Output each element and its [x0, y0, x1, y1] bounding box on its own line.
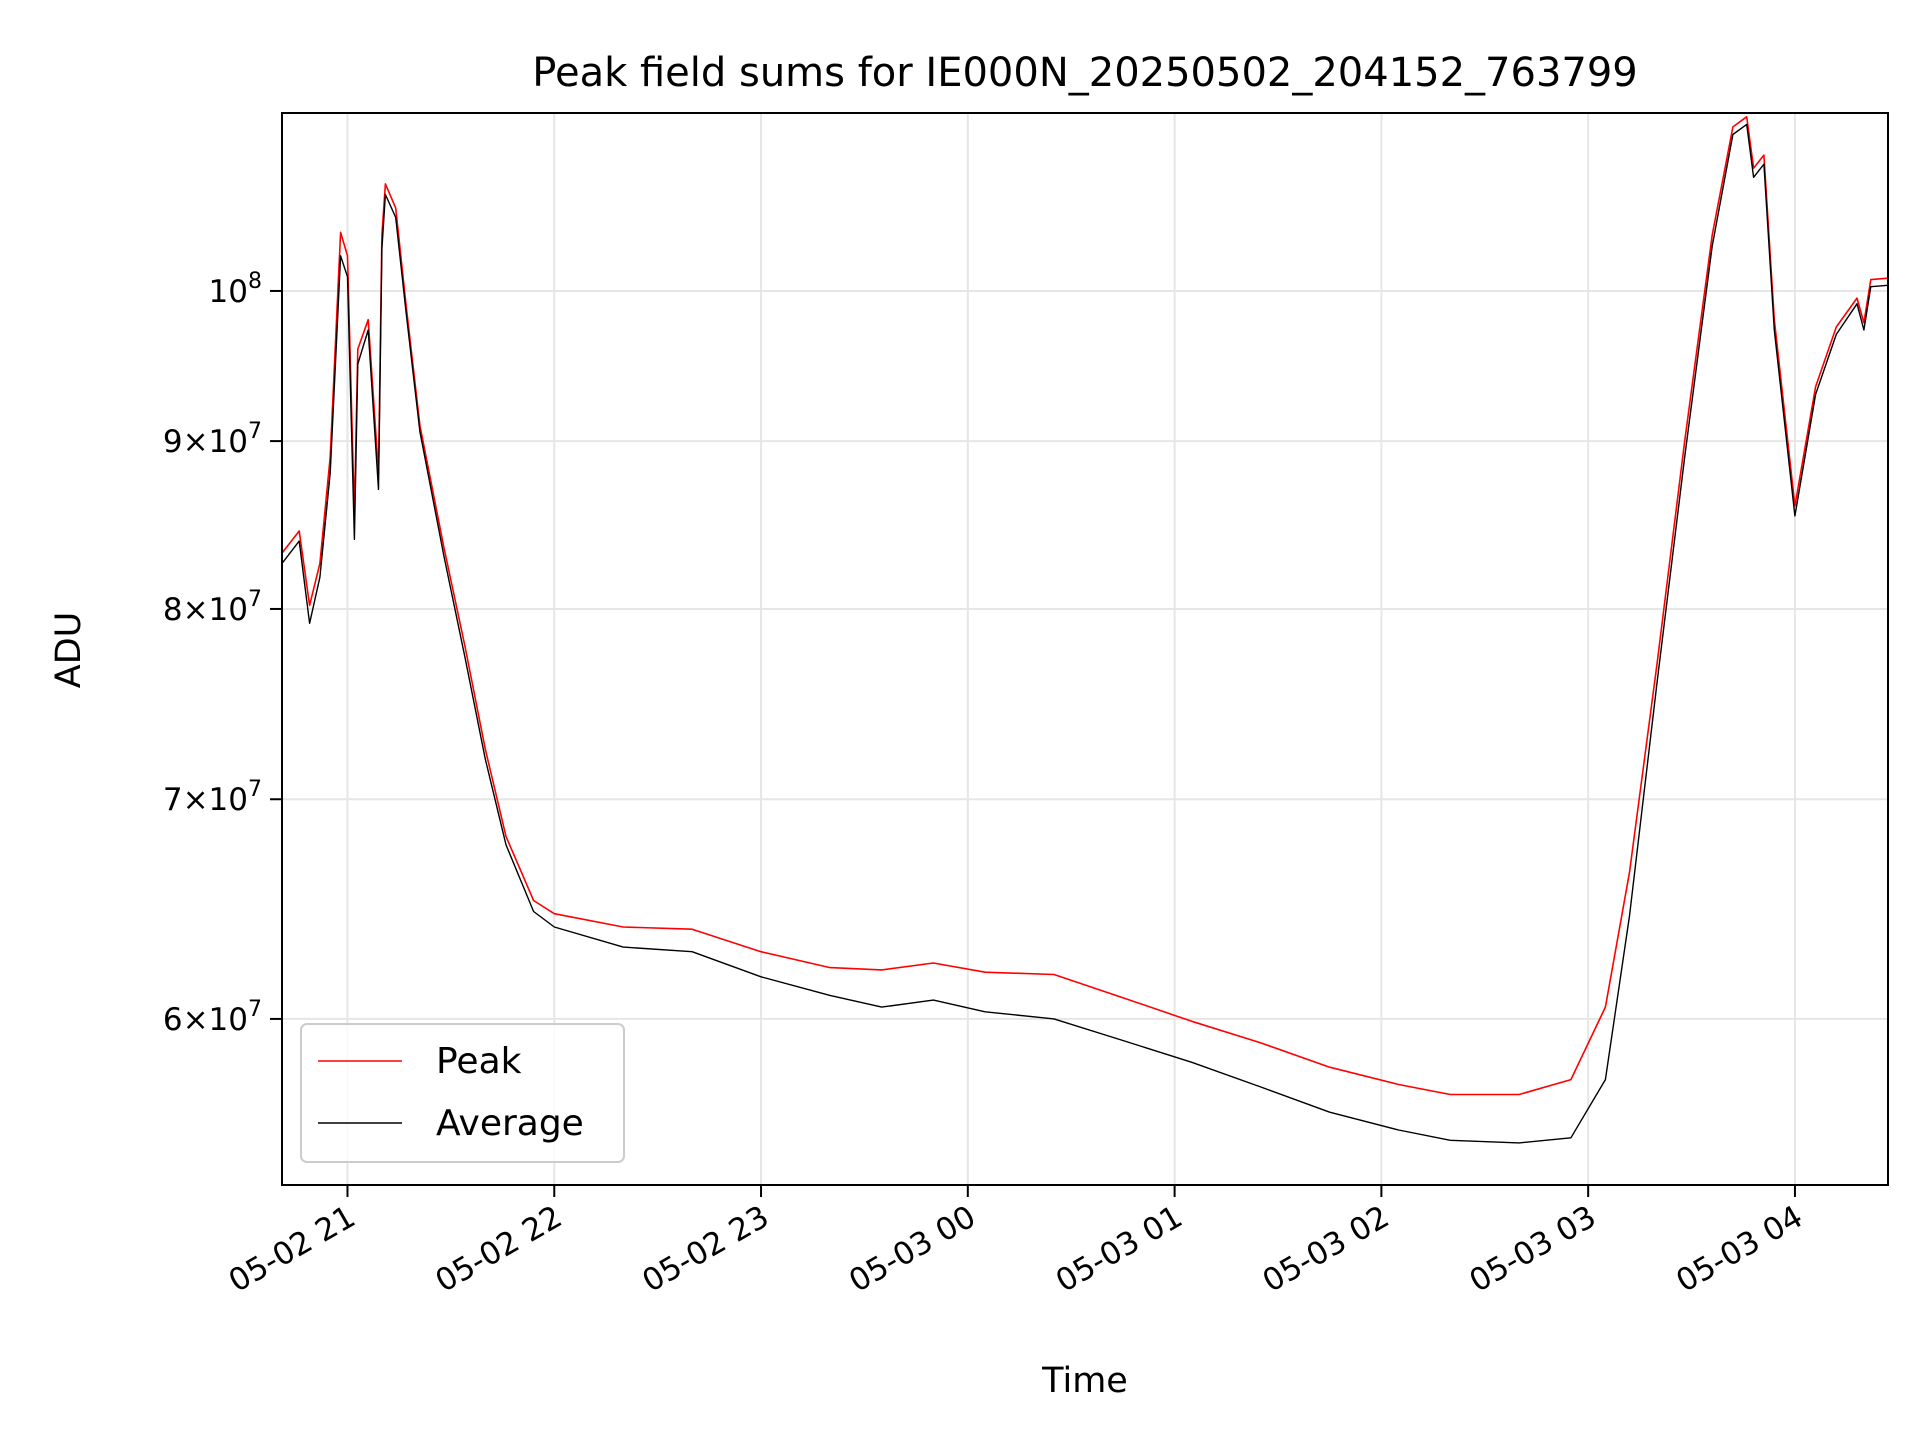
- y-tick-label-exponent: 7: [248, 419, 262, 444]
- y-axis-label: ADU: [49, 612, 89, 689]
- y-tick-label: 7×107: [163, 777, 262, 818]
- y-tick-label: 108: [209, 269, 262, 310]
- legend-label-average: Average: [436, 1103, 584, 1144]
- y-tick-label: 8×107: [163, 587, 262, 628]
- legend-label-peak: Peak: [436, 1041, 522, 1082]
- series-lines: [281, 116, 1889, 1144]
- y-tick-label-base: 7×10: [163, 782, 248, 818]
- chart-title: Peak field sums for IE000N_20250502_2041…: [532, 50, 1637, 96]
- y-tick-label: 9×107: [163, 419, 262, 460]
- y-tick-label-exponent: 8: [248, 269, 262, 294]
- y-tick-label-base: 6×10: [163, 1002, 248, 1038]
- legend: Peak Average: [300, 1023, 625, 1163]
- x-axis-label: Time: [1041, 1361, 1128, 1401]
- plot-frame: [281, 112, 1889, 1186]
- y-tick-label-base: 10: [209, 274, 248, 310]
- y-tick-label-base: 9×10: [163, 424, 248, 460]
- y-tick-label-exponent: 7: [248, 997, 262, 1022]
- y-tick-label: 6×107: [163, 997, 262, 1038]
- y-tick-label-exponent: 7: [248, 587, 262, 612]
- series-line-average: [281, 123, 1889, 1144]
- series-line-peak: [281, 116, 1889, 1096]
- y-tick-label-exponent: 7: [248, 777, 262, 802]
- legend-box: [300, 1023, 625, 1163]
- y-tick-label-base: 8×10: [163, 592, 248, 628]
- grid: [282, 113, 1888, 1185]
